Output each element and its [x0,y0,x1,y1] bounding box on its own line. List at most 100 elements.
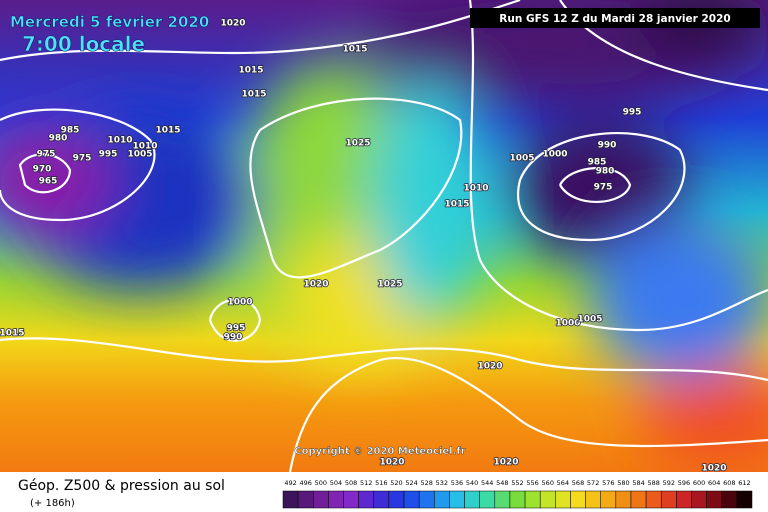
pressure-label: 1020 [477,362,502,372]
scale-swatch [343,490,359,509]
pressure-label: 1015 [0,329,25,339]
pressure-label: 1005 [127,150,152,160]
pressure-label: 970 [33,165,52,175]
pressure-label: 1000 [542,150,567,160]
pressure-label: 1005 [509,154,534,164]
scale-swatch [282,490,299,509]
scale-label: 552 [511,479,523,487]
scale-label: 592 [663,479,675,487]
scale-label: 580 [617,479,629,487]
scale-swatch [479,490,496,509]
scale-swatch [388,490,405,509]
scale-swatch [691,490,707,509]
scale-swatch [570,490,586,509]
pressure-label: 975 [37,150,56,160]
isobars [0,0,768,472]
footer-title: Géop. Z500 & pression au sol [18,478,225,494]
scale-swatch [645,490,662,509]
scale-label: 544 [481,479,493,487]
scale-label: 568 [572,479,584,487]
pressure-label: 1020 [220,19,245,29]
scale-swatch [373,490,390,509]
pressure-label: 1015 [238,66,263,76]
scale-swatch [434,490,450,509]
scale-swatch [524,490,541,509]
scale-swatch [630,490,647,509]
scale-swatch [706,490,722,509]
scale-swatch [297,490,314,509]
scale-swatch [464,490,480,509]
scale-swatch [449,490,465,509]
scale-swatch [721,490,738,509]
scale-label: 520 [390,479,402,487]
pressure-label: 1020 [493,458,518,468]
scale-swatch [313,490,329,509]
pressure-label: 1015 [241,90,266,100]
pressure-label: 980 [49,134,68,144]
pressure-label: 1020 [379,458,404,468]
run-box [470,8,760,28]
scale-swatch [418,490,435,509]
copyright: Copyright © 2020 Meteociel.fr [294,446,465,457]
run-info: Run GFS 12 Z du Mardi 28 janvier 2020 [499,13,730,25]
pressure-label: 1020 [303,280,328,290]
pressure-label: 1025 [377,280,402,290]
scale-label: 596 [678,479,690,487]
scale-label: 584 [632,479,644,487]
color-scale: 492 496 500 504 508 512 516 520 524 528 532 536 540 5… [282,479,753,509]
forecast-date: Mercredi 5 fevrier 2020 [10,13,209,31]
scale-label: 528 [421,479,433,487]
map-background [0,0,768,472]
pressure-label: 1000 [227,298,252,308]
scale-swatch [555,490,571,509]
pressure-label: 1025 [345,139,370,149]
scale-label: 560 [542,479,554,487]
scale-swatch [676,490,692,509]
pressure-label: 990 [224,333,243,343]
pressure-label: 990 [598,141,617,151]
scale-swatch [403,490,420,509]
pressure-label: 995 [99,150,118,160]
forecast-time: 7:00 locale [22,32,145,56]
pressure-label: 1010 [107,136,132,146]
scale-swatch [509,490,526,509]
scale-label: 564 [557,479,569,487]
pressure-label: 975 [73,154,92,164]
scale-label: 512 [360,479,372,487]
pressure-label: 985 [61,126,80,136]
scale-swatch [600,490,617,509]
scale-label: 504 [330,479,342,487]
pressure-label: 1010 [463,184,488,194]
pressure-label: 975 [594,183,613,193]
pressure-label: 1015 [444,200,469,210]
pressure-label: 1005 [577,315,602,325]
scale-swatch [736,490,753,509]
scale-swatch [494,490,511,509]
scale-label: 536 [451,479,463,487]
scale-swatch [615,490,632,509]
pressure-label: 995 [227,324,246,334]
scale-label: 612 [738,479,750,487]
scale-label: 496 [299,479,311,487]
scale-label: 516 [375,479,387,487]
scale-label: 556 [526,479,538,487]
scale-swatch [358,490,375,509]
pressure-label: 1000 [555,319,580,329]
scale-label: 588 [647,479,659,487]
pressure-label: 995 [623,108,642,118]
scale-label: 608 [723,479,735,487]
pressure-label: 985 [588,158,607,168]
scale-label: 500 [315,479,327,487]
pressure-label: 1020 [701,464,726,474]
scale-label: 576 [602,479,614,487]
pressure-label: 1015 [155,126,180,136]
pressure-label: 980 [596,167,615,177]
scale-label: 532 [436,479,448,487]
scale-label: 604 [708,479,720,487]
forecast-lead: (+ 186h) [30,498,75,509]
pressure-label: 1015 [342,45,367,55]
scale-label: 508 [345,479,357,487]
scale-label: 572 [587,479,599,487]
scale-label: 548 [496,479,508,487]
